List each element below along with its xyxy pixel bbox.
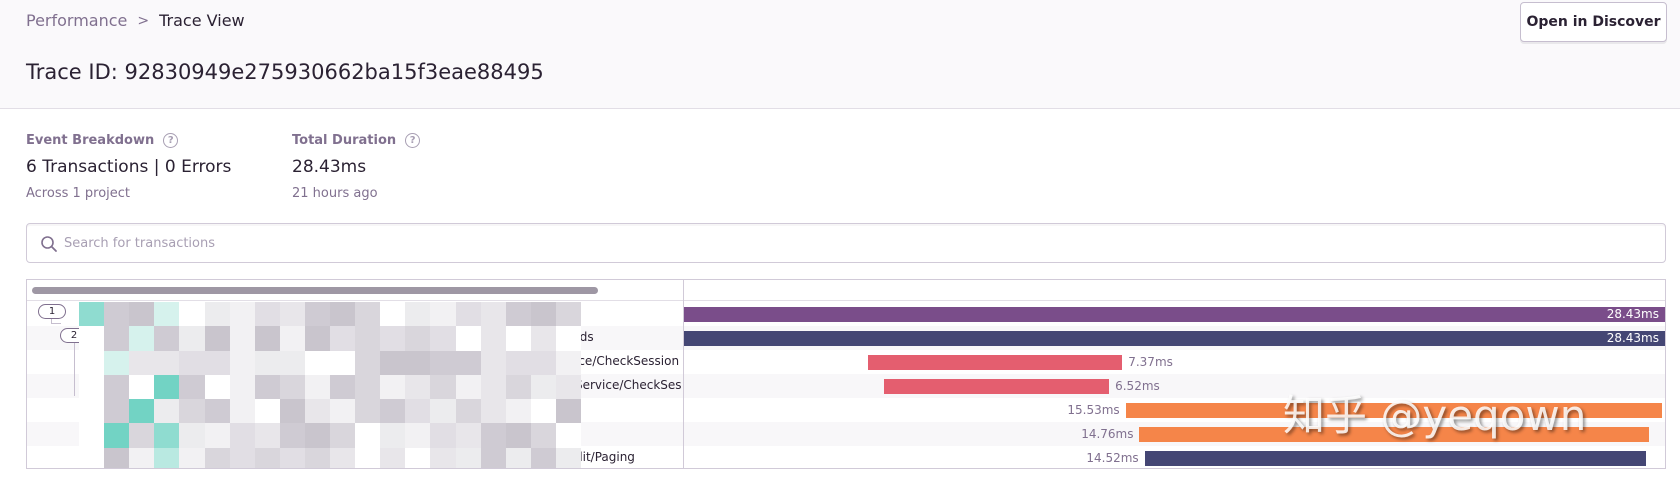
transaction-name: ice/CheckSession — [575, 354, 680, 368]
help-icon[interactable]: ? — [163, 133, 179, 148]
watermark: 知乎 @yeqown — [1283, 391, 1587, 440]
total-duration-sub: 21 hours ago — [292, 186, 378, 201]
transaction-bar[interactable] — [1125, 403, 1662, 418]
transaction-name: Service/CheckSess — [575, 378, 681, 392]
total-duration-label: Total Duration — [292, 133, 397, 148]
event-breakdown-value: 6 Transactions | 0 Errors — [26, 157, 232, 177]
trace-header — [27, 280, 1665, 301]
event-breakdown-label: Event Breakdown — [26, 133, 155, 148]
transaction-duration: 14.52ms — [1086, 451, 1139, 465]
help-icon[interactable]: ? — [405, 133, 421, 148]
transaction-name: rds — [575, 330, 594, 344]
event-breakdown-sub: Across 1 project — [26, 186, 131, 201]
search-input[interactable] — [64, 225, 1654, 261]
transaction-bar[interactable] — [684, 307, 1665, 322]
page-title: Trace ID: 92830949e275930662ba15f3eae884… — [26, 60, 544, 84]
search-icon — [41, 236, 57, 252]
horizontal-scrollbar[interactable] — [32, 287, 598, 294]
event-breakdown: Event Breakdown ? 6 Transactions | 0 Err… — [26, 133, 231, 201]
transaction-row[interactable]: dit/Paging 14.52ms — [27, 446, 1665, 468]
transaction-duration: 7.37ms — [1128, 355, 1173, 369]
tree-connector — [74, 336, 75, 396]
transaction-duration: 28.43ms — [1606, 307, 1659, 321]
transaction-duration: 6.52ms — [1115, 379, 1160, 393]
transaction-duration: 28.43ms — [1606, 331, 1659, 345]
transaction-bar[interactable] — [1139, 427, 1649, 442]
breadcrumb-current: Trace View — [159, 11, 245, 30]
page-header: Performance > Trace View Open in Discove… — [0, 0, 1680, 109]
transaction-name: dit/Paging — [575, 450, 635, 464]
tree-node-toggle[interactable]: 1 — [38, 304, 66, 319]
total-duration: Total Duration ? 28.43ms 21 hours ago — [292, 133, 421, 201]
transaction-bar[interactable] — [1144, 451, 1646, 466]
trace-waterfall: 28.43ms rds 28.43ms ice/CheckSession 7.37ms S… — [26, 279, 1666, 469]
open-in-discover-button[interactable]: Open in Discover — [1520, 2, 1667, 42]
total-duration-value: 28.43ms — [292, 157, 367, 177]
breadcrumb-performance[interactable]: Performance — [26, 11, 128, 30]
redacted-region — [79, 302, 581, 468]
transaction-row[interactable]: ice/CheckSession 7.37ms — [27, 350, 1665, 374]
transaction-bar[interactable] — [867, 355, 1123, 370]
transaction-bar[interactable] — [884, 379, 1110, 394]
column-divider[interactable] — [683, 280, 684, 468]
breadcrumb: Performance > Trace View — [26, 11, 245, 30]
transaction-search — [26, 223, 1666, 263]
transaction-duration: 15.53ms — [1067, 403, 1120, 417]
transaction-duration: 14.76ms — [1081, 427, 1134, 441]
transaction-bar[interactable] — [684, 331, 1665, 346]
tree-connector — [51, 323, 61, 324]
transaction-row[interactable]: 28.43ms — [27, 302, 1665, 326]
breadcrumb-separator: > — [137, 12, 150, 29]
transaction-row[interactable]: 15.53ms — [27, 398, 1665, 422]
